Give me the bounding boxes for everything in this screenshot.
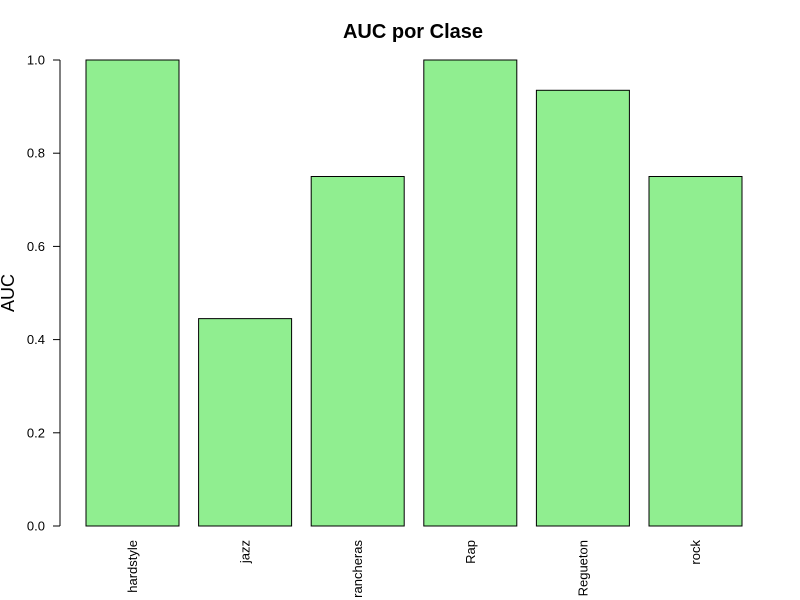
y-axis-label: AUC	[0, 274, 18, 312]
x-tick-label-rap: Rap	[463, 540, 478, 564]
y-tick-label: 0.4	[27, 332, 45, 347]
x-tick-labels: hardstyle jazz rancheras Rap Regueton rock	[125, 540, 703, 598]
y-tick-label: 0.2	[27, 425, 45, 440]
bar-jazz	[198, 318, 293, 527]
x-tick-label-rancheras: rancheras	[350, 540, 365, 598]
bar-rancheras	[310, 176, 405, 527]
chart-title: AUC por Clase	[343, 21, 483, 43]
x-tick-label-regueton: Regueton	[575, 540, 590, 596]
x-tick-label-rock: rock	[688, 540, 703, 565]
x-tick-label-jazz: jazz	[238, 540, 253, 564]
y-axis: 0.0 0.2 0.4 0.6 0.8 1.0	[27, 53, 61, 534]
y-tick-label: 0.6	[27, 239, 45, 254]
y-tick-label: 1.0	[27, 53, 45, 68]
bar-rap	[423, 59, 518, 527]
bars-group	[85, 59, 743, 527]
bar-regueton	[535, 89, 630, 527]
bar-rock	[648, 176, 743, 527]
y-tick-label: 0.8	[27, 146, 45, 161]
y-tick-label: 0.0	[27, 519, 45, 534]
bar-hardstyle	[85, 59, 180, 527]
x-tick-label-hardstyle: hardstyle	[125, 540, 140, 593]
